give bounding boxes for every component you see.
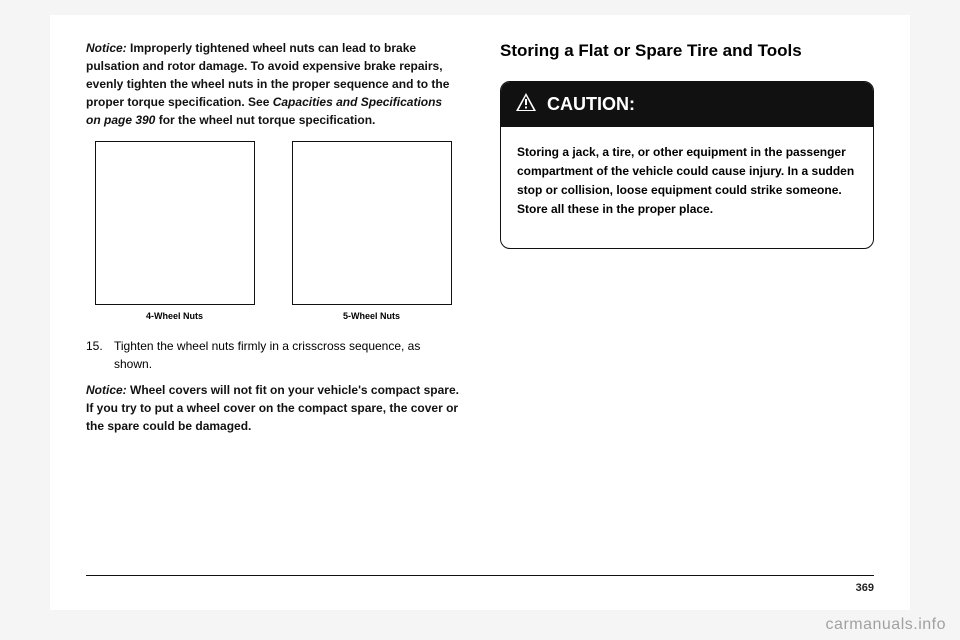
section-title: Storing a Flat or Spare Tire and Tools (500, 39, 874, 63)
caution-body: Storing a jack, a tire, or other equipme… (501, 127, 873, 248)
notice-1-label: Notice: (86, 41, 127, 55)
notice-2-label: Notice: (86, 383, 127, 397)
figure-1: 4-Wheel Nuts (86, 141, 263, 321)
columns: Notice: Improperly tightened wheel nuts … (86, 39, 874, 569)
figure-2-caption: 5-Wheel Nuts (343, 311, 400, 321)
caution-label: CAUTION: (547, 94, 635, 115)
notice-2-body: Wheel covers will not fit on your vehicl… (86, 383, 459, 433)
step-text: Tighten the wheel nuts firmly in a criss… (114, 337, 460, 373)
notice-2: Notice: Wheel covers will not fit on you… (86, 381, 460, 435)
right-column: Storing a Flat or Spare Tire and Tools C… (500, 39, 874, 569)
caution-box: CAUTION: Storing a jack, a tire, or othe… (500, 81, 874, 249)
manual-page: Notice: Improperly tightened wheel nuts … (50, 15, 910, 610)
page-footer: 369 (86, 575, 874, 594)
figure-1-caption: 4-Wheel Nuts (146, 311, 203, 321)
step-15: 15. Tighten the wheel nuts firmly in a c… (86, 337, 460, 373)
caution-header: CAUTION: (501, 82, 873, 127)
notice-1-body-2: for the wheel nut torque specification. (155, 113, 375, 127)
figure-2-box (292, 141, 452, 305)
figures-row: 4-Wheel Nuts 5-Wheel Nuts (86, 141, 460, 321)
figure-1-box (95, 141, 255, 305)
page-number: 369 (856, 582, 874, 594)
caution-icon (515, 92, 537, 117)
step-number: 15. (86, 337, 114, 373)
notice-1: Notice: Improperly tightened wheel nuts … (86, 39, 460, 129)
left-column: Notice: Improperly tightened wheel nuts … (86, 39, 460, 569)
figure-2: 5-Wheel Nuts (283, 141, 460, 321)
watermark: carmanuals.info (826, 616, 946, 634)
